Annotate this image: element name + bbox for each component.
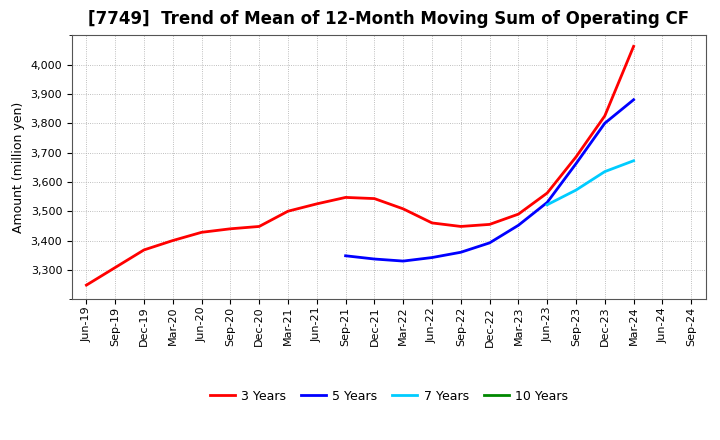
- 5 Years: [600, 121, 609, 126]
- 3 Years: [485, 222, 494, 227]
- 5 Years: [629, 97, 638, 103]
- 3 Years: [255, 224, 264, 229]
- 5 Years: [543, 200, 552, 205]
- Title: [7749]  Trend of Mean of 12-Month Moving Sum of Operating CF: [7749] Trend of Mean of 12-Month Moving …: [89, 10, 689, 28]
- 3 Years: [600, 113, 609, 118]
- 5 Years: [514, 223, 523, 228]
- 3 Years: [514, 212, 523, 217]
- 3 Years: [543, 191, 552, 196]
- 5 Years: [456, 249, 465, 255]
- 5 Years: [370, 257, 379, 262]
- 3 Years: [197, 230, 206, 235]
- 5 Years: [572, 161, 580, 166]
- 3 Years: [284, 209, 292, 214]
- 3 Years: [572, 154, 580, 160]
- 5 Years: [399, 258, 408, 264]
- 3 Years: [168, 238, 177, 243]
- 3 Years: [140, 247, 148, 253]
- 3 Years: [629, 44, 638, 49]
- 7 Years: [600, 169, 609, 174]
- 5 Years: [341, 253, 350, 258]
- 3 Years: [370, 196, 379, 201]
- 3 Years: [111, 265, 120, 270]
- Line: 7 Years: 7 Years: [547, 161, 634, 205]
- 3 Years: [341, 195, 350, 200]
- Line: 3 Years: 3 Years: [86, 46, 634, 285]
- 3 Years: [399, 206, 408, 212]
- 5 Years: [428, 255, 436, 260]
- 7 Years: [629, 158, 638, 163]
- 3 Years: [428, 220, 436, 226]
- 3 Years: [82, 282, 91, 288]
- 3 Years: [456, 224, 465, 229]
- Legend: 3 Years, 5 Years, 7 Years, 10 Years: 3 Years, 5 Years, 7 Years, 10 Years: [204, 385, 573, 407]
- 3 Years: [312, 201, 321, 206]
- 7 Years: [543, 202, 552, 207]
- 5 Years: [485, 240, 494, 246]
- Line: 5 Years: 5 Years: [346, 100, 634, 261]
- Y-axis label: Amount (million yen): Amount (million yen): [12, 102, 25, 233]
- 7 Years: [572, 187, 580, 193]
- 3 Years: [226, 226, 235, 231]
